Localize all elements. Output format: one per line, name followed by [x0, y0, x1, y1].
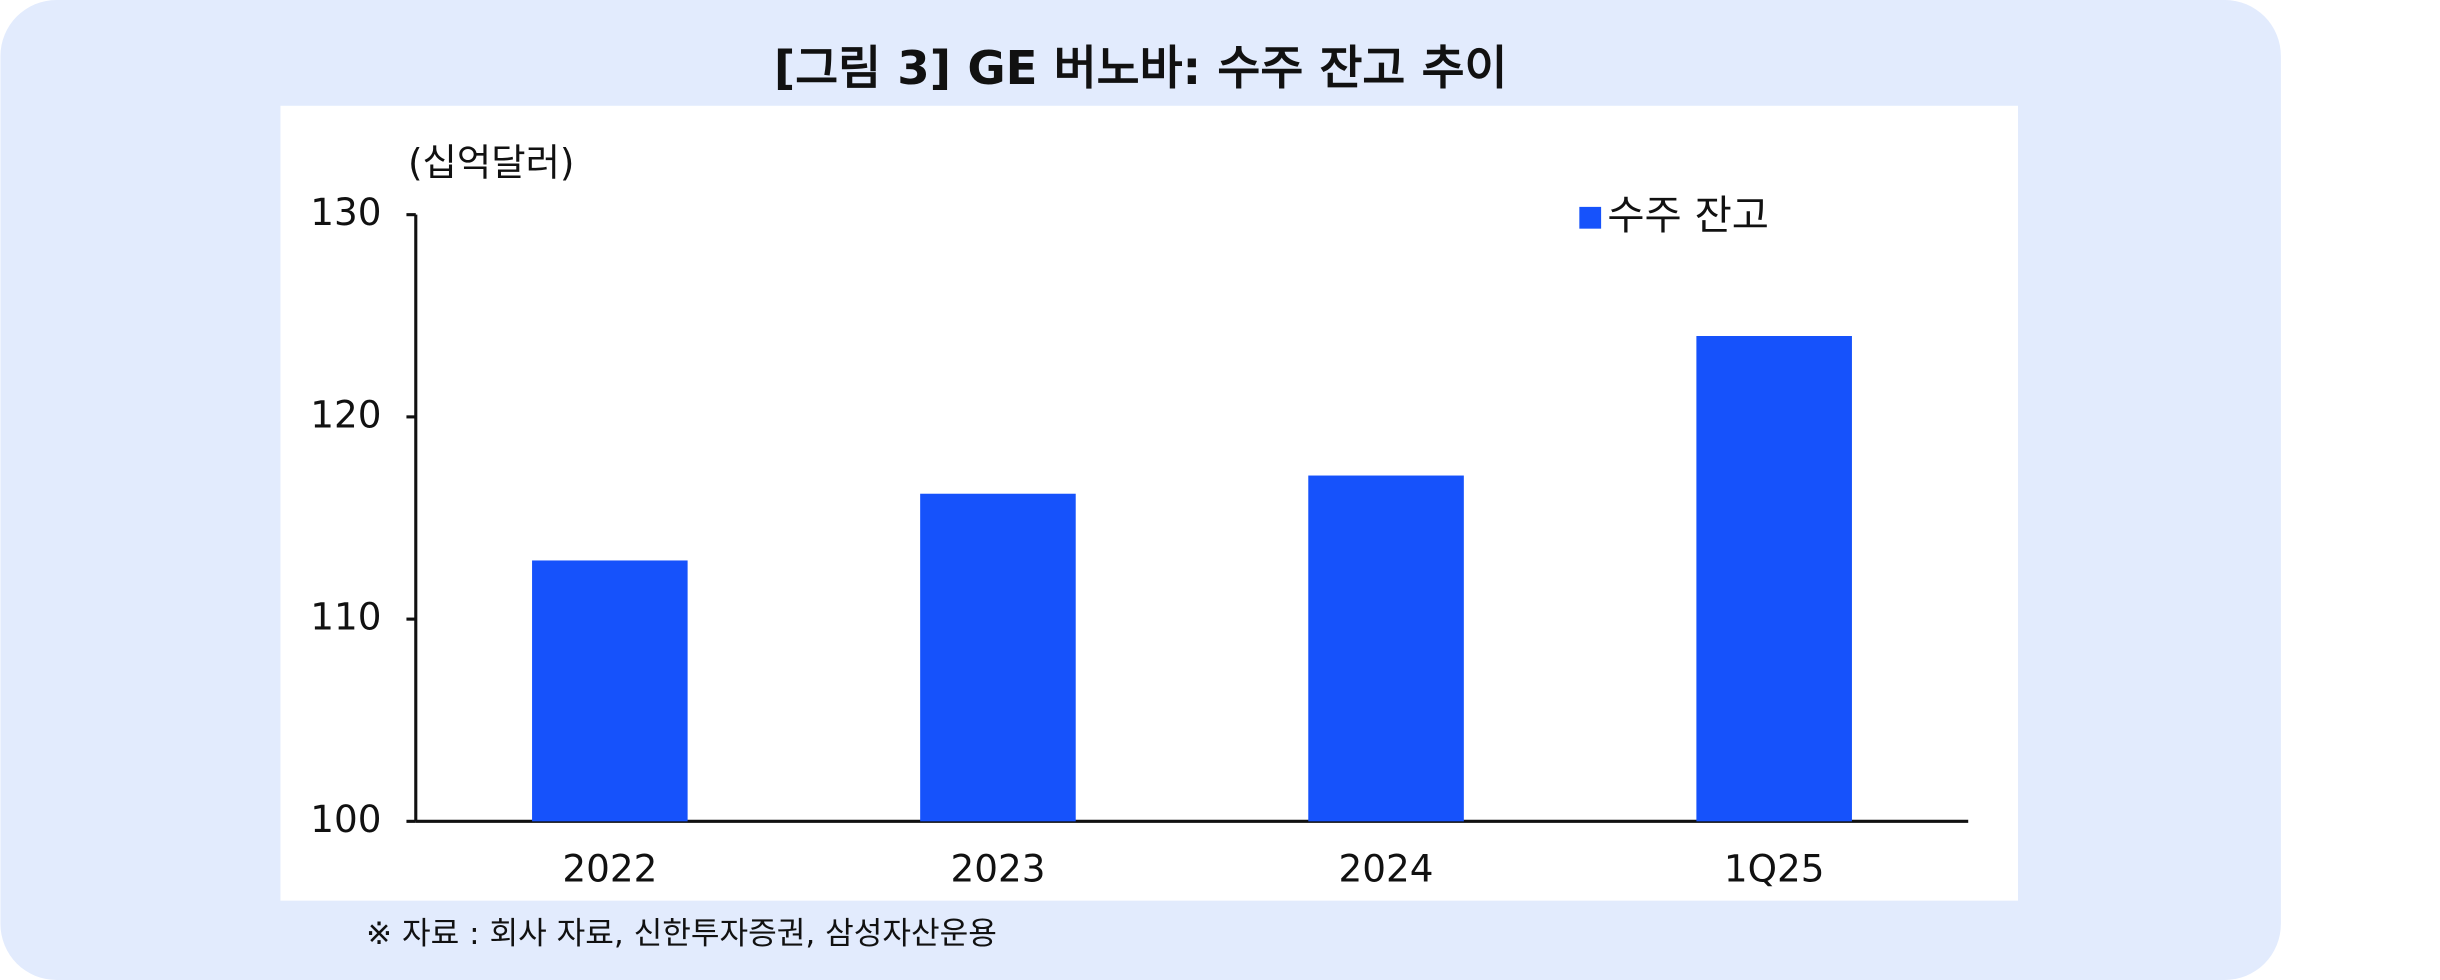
y-tick-label: 100	[310, 797, 381, 841]
source-note: ※ 자료 : 회사 자료, 신한투자증권, 삼성자산운용	[366, 916, 997, 952]
legend-label: 수주 잔고	[1607, 191, 1769, 239]
bar	[1308, 475, 1464, 822]
y-tick-label: 130	[310, 190, 381, 234]
bar	[1696, 336, 1852, 822]
y-tick-label: 120	[310, 392, 381, 436]
chart-title: [그림 3] GE 버노바: 수주 잔고 추이	[774, 42, 1508, 96]
x-tick-label: 2022	[562, 847, 657, 891]
x-tick-label: 2024	[1339, 847, 1434, 891]
x-tick-label: 2023	[950, 847, 1045, 891]
bar	[920, 493, 1076, 822]
y-axis-label: (십억달러)	[408, 140, 575, 184]
legend-swatch	[1579, 206, 1602, 229]
bar	[532, 560, 688, 822]
y-tick-label: 110	[310, 595, 381, 639]
x-tick-label: 1Q25	[1724, 847, 1825, 891]
